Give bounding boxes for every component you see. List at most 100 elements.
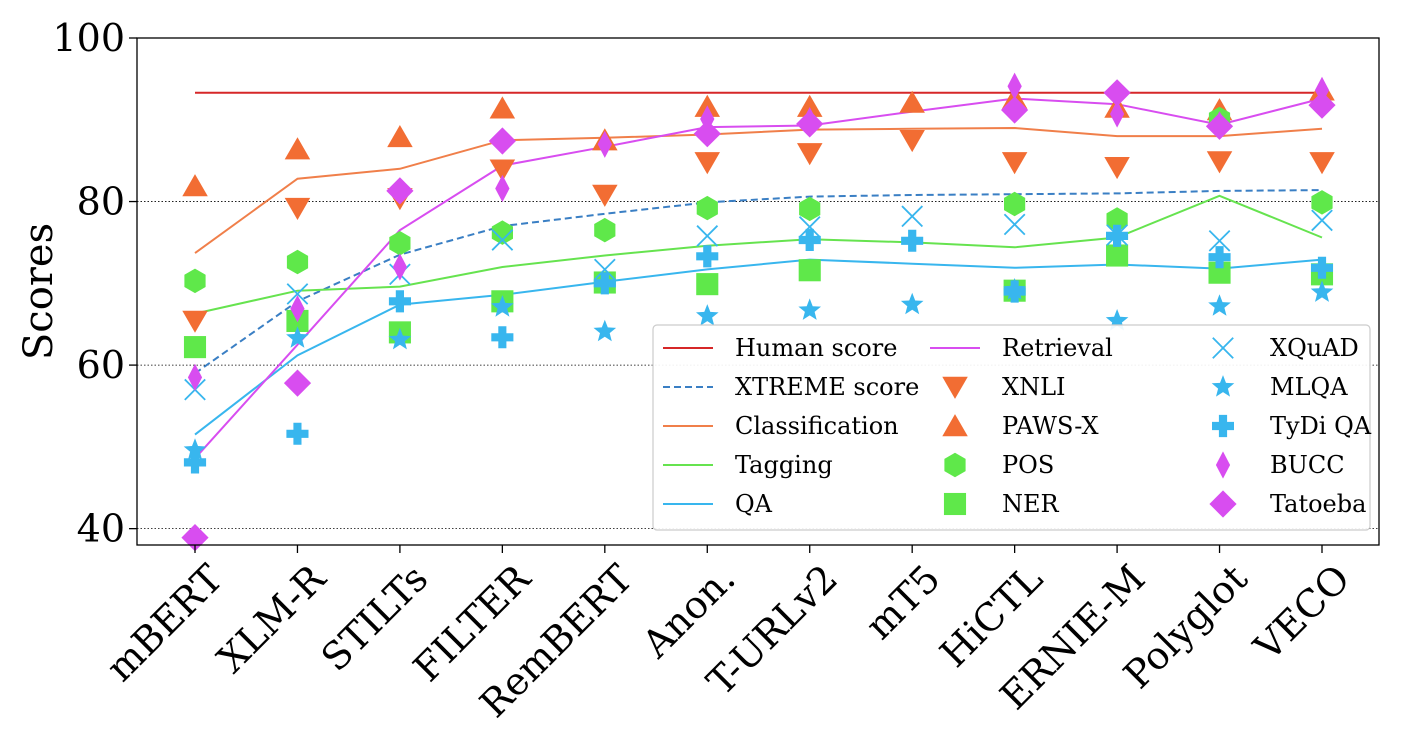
- data-point-bucc: [495, 174, 510, 203]
- data-point-mlqa: [900, 292, 924, 315]
- data-point-xquad: [286, 283, 309, 305]
- legend-label-retrieval: Retrieval: [1002, 334, 1113, 362]
- data-point-pos: [594, 217, 616, 243]
- line-series-group: [194, 91, 1323, 459]
- data-point-tydi-qa: [798, 228, 821, 251]
- data-point-bucc: [1110, 100, 1125, 128]
- plot-frame: [136, 37, 1380, 546]
- data-point-bucc: [1314, 76, 1330, 104]
- data-point-pos: [491, 220, 513, 245]
- data-point-xnli: [592, 184, 618, 207]
- data-point-paws-x: [387, 125, 413, 148]
- y-axis-label: Scores: [16, 223, 62, 360]
- y-tick-label: 80: [77, 180, 125, 224]
- data-point-tydi-qa: [901, 229, 924, 252]
- legend-swatch-bucc: [1215, 451, 1231, 479]
- y-tick-label: 60: [77, 343, 125, 387]
- data-point-pos: [286, 249, 309, 275]
- legend-label-ner: NER: [1002, 490, 1060, 518]
- data-point-tydi-qa: [286, 422, 309, 445]
- y-tick-label: 100: [52, 16, 125, 60]
- data-point-tatoeba: [488, 127, 516, 155]
- data-point-bucc: [187, 363, 203, 391]
- data-point-ner: [1208, 261, 1231, 284]
- data-point-tatoeba: [1308, 91, 1336, 119]
- data-point-mlqa: [491, 295, 514, 317]
- series-markers-tydi-qa: [183, 224, 1333, 474]
- data-point-paws-x: [489, 96, 516, 119]
- data-point-bucc: [290, 295, 305, 323]
- marker-series-group: [181, 72, 1336, 552]
- y-axis: 40 60 80 100: [52, 16, 137, 551]
- data-point-tydi-qa: [1003, 280, 1026, 303]
- legend-swatch-ner: [943, 492, 967, 516]
- data-point-mlqa: [798, 298, 821, 320]
- data-point-tatoeba: [796, 110, 824, 138]
- data-point-pos: [184, 268, 206, 294]
- data-point-tatoeba: [693, 120, 721, 148]
- data-point-tydi-qa: [593, 272, 616, 295]
- data-point-pos: [799, 196, 821, 222]
- data-point-xnli: [899, 130, 925, 153]
- data-point-tydi-qa: [388, 290, 411, 313]
- legend-label-paws-x: PAWS-X: [1002, 412, 1099, 440]
- legend-swatch-pos: [944, 452, 966, 478]
- data-point-tydi-qa: [183, 451, 207, 474]
- legend-label-xtreme-score: XTREME score: [735, 373, 919, 401]
- data-point-mlqa: [183, 438, 207, 460]
- data-point-tydi-qa: [1208, 246, 1231, 269]
- legend-box: [652, 324, 1371, 531]
- data-point-ner: [798, 259, 821, 282]
- data-point-xnli: [182, 310, 208, 333]
- data-point-bucc: [597, 130, 612, 158]
- data-point-tydi-qa: [696, 245, 719, 268]
- legend-swatch-tatoeba: [1209, 490, 1237, 518]
- data-point-mlqa: [286, 326, 309, 348]
- data-point-tatoeba: [386, 177, 414, 205]
- data-point-bucc: [1007, 72, 1022, 100]
- data-point-xquad: [491, 229, 514, 251]
- series-line-retrieval: [194, 97, 1323, 459]
- data-point-ner: [1106, 244, 1129, 267]
- data-point-xquad: [798, 216, 821, 238]
- data-point-bucc: [392, 253, 407, 281]
- data-point-xnli: [1104, 157, 1130, 180]
- data-point-pos: [1004, 191, 1026, 217]
- data-point-mlqa: [388, 327, 412, 350]
- legend-label-qa: QA: [735, 490, 773, 518]
- legend-label-mlqa: MLQA: [1270, 373, 1348, 401]
- data-point-mlqa: [593, 319, 617, 342]
- legend-swatch-xquad: [1212, 337, 1234, 359]
- data-point-mlqa: [696, 304, 719, 326]
- data-point-paws-x: [899, 90, 925, 113]
- data-point-xnli: [1309, 152, 1335, 175]
- legend-label-tydi-qa: TyDi QA: [1270, 412, 1372, 440]
- legend: Human score XTREME score Classification Tag…: [652, 324, 1372, 531]
- data-point-xquad: [1208, 229, 1231, 252]
- data-point-xnli: [797, 143, 823, 166]
- data-point-mlqa: [1310, 280, 1334, 302]
- data-point-tatoeba: [283, 369, 312, 397]
- data-point-xquad: [901, 205, 924, 228]
- legend-label-xquad: XQuAD: [1270, 334, 1359, 362]
- data-point-ner: [696, 273, 719, 296]
- data-point-ner: [183, 336, 207, 359]
- data-point-xnli: [694, 152, 720, 175]
- legend-label-classification: Classification: [735, 412, 899, 440]
- legend-label-bucc: BUCC: [1270, 451, 1345, 479]
- series-markers-tatoeba: [181, 79, 1336, 552]
- data-point-xquad: [696, 225, 719, 247]
- series-line-qa: [194, 258, 1323, 436]
- data-point-mlqa: [1208, 294, 1231, 316]
- data-point-mlqa: [1105, 309, 1129, 331]
- y-tick-label: 40: [77, 507, 125, 551]
- data-point-paws-x: [284, 137, 311, 160]
- data-point-tydi-qa: [1106, 224, 1129, 247]
- data-point-xnli: [1206, 151, 1233, 174]
- legend-swatch-mlqa: [1211, 375, 1235, 397]
- series-line-classification: [194, 126, 1323, 254]
- data-point-pos: [1311, 190, 1333, 215]
- data-point-tatoeba: [181, 524, 209, 552]
- data-point-xnli: [284, 197, 311, 220]
- data-point-xnli: [1001, 152, 1028, 175]
